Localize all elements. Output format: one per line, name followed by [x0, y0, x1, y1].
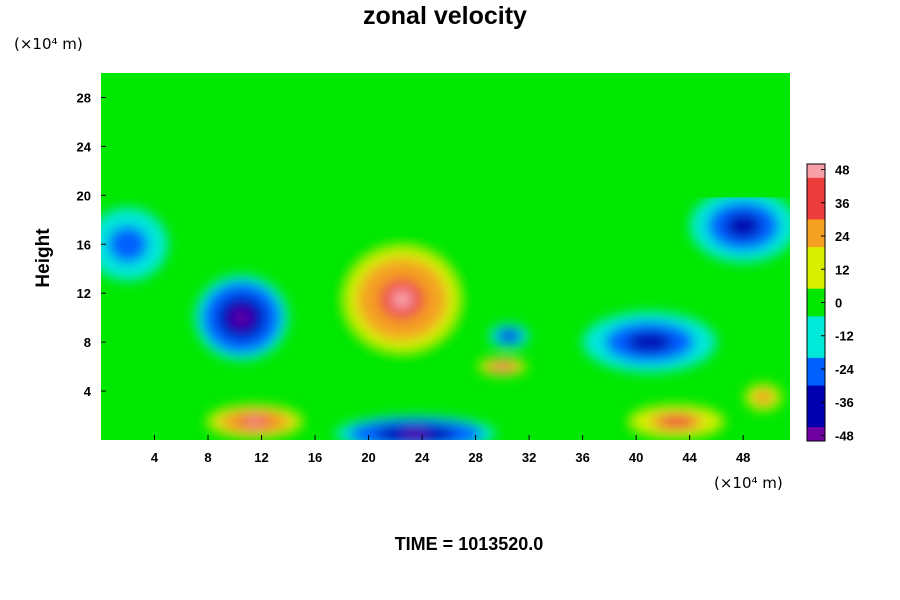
colorbar-tick-label: 12 — [835, 262, 849, 277]
contour-region — [743, 382, 784, 412]
colorbar-tick-label: 48 — [835, 163, 849, 178]
contour-regions — [101, 189, 790, 440]
colorbar-segment — [807, 219, 825, 234]
y-ticks: 4 8 12 16 20 24 28 — [77, 90, 106, 399]
x-tick-label: 48 — [736, 450, 750, 465]
colorbar-tick-label: -36 — [835, 395, 854, 410]
contour-level — [497, 364, 507, 369]
x-tick-label: 4 — [151, 450, 159, 465]
y-tick-label: 8 — [84, 335, 91, 350]
x-tick-label: 24 — [415, 450, 430, 465]
y-tick-label: 12 — [77, 286, 91, 301]
contour-region — [582, 311, 717, 373]
colorbar-segment — [807, 274, 825, 290]
x-tick-label: 40 — [629, 450, 643, 465]
x-tick-label: 32 — [522, 450, 536, 465]
x-tick-label: 36 — [575, 450, 589, 465]
colorbar-tick-label: -48 — [835, 428, 854, 443]
contour-level — [734, 219, 753, 233]
colorbar-segment — [807, 191, 825, 207]
colorbar-tick-label: 0 — [835, 296, 842, 311]
y-tick-label: 24 — [77, 139, 92, 154]
contour-level — [505, 333, 513, 339]
y-tick-label: 20 — [77, 188, 91, 203]
colorbar-segment — [807, 371, 825, 387]
colorbar-segment — [807, 177, 825, 193]
colorbar-segment — [807, 288, 825, 303]
y-unit-label: (×10⁴ m) — [14, 35, 83, 53]
colorbar-tick-label: 36 — [835, 196, 849, 211]
y-tick-label: 28 — [77, 90, 91, 105]
colorbar-segment — [807, 413, 825, 428]
contour-level — [667, 418, 686, 425]
contour-region — [689, 189, 790, 263]
upper-layer-overlay — [101, 73, 790, 198]
contour-region — [622, 403, 730, 440]
contour-region — [335, 415, 496, 440]
y-tick-label: 4 — [84, 384, 92, 399]
colorbar-segment — [807, 357, 825, 373]
colorbar-segment — [807, 316, 825, 331]
contour-level — [233, 310, 250, 325]
contour-region — [475, 356, 530, 377]
colorbar-segment — [807, 247, 825, 262]
contour-level — [638, 337, 661, 348]
contour-level — [759, 394, 767, 400]
x-tick-label: 8 — [204, 450, 211, 465]
contour-level — [245, 418, 264, 425]
colorbar-segment — [807, 205, 825, 220]
colorbar-segment — [807, 427, 825, 442]
colorbar-segment — [807, 302, 825, 317]
time-label: TIME = 1013520.0 — [395, 534, 544, 554]
x-unit-label: (×10⁴ m) — [714, 474, 783, 492]
contour-level — [390, 289, 414, 310]
y-axis-label: Height — [33, 228, 54, 288]
x-tick-label: 28 — [468, 450, 482, 465]
plot-area — [101, 73, 790, 440]
contour-level — [121, 238, 135, 251]
colorbar-segment — [807, 233, 825, 248]
colorbar-segment — [807, 385, 825, 400]
colorbar-tick-label: 24 — [835, 229, 850, 244]
colorbar-tick-label: -24 — [835, 362, 855, 377]
contour-level — [402, 430, 429, 437]
x-ticks: 4 8 12 16 20 24 28 32 36 40 44 48 — [151, 435, 750, 465]
x-tick-label: 16 — [308, 450, 322, 465]
contour-region — [488, 323, 530, 349]
y-tick-label: 16 — [77, 237, 91, 252]
contour-region — [101, 207, 168, 281]
x-tick-label: 12 — [254, 450, 268, 465]
contour-region — [194, 274, 289, 361]
x-tick-label: 20 — [361, 450, 375, 465]
colorbar-tick-label: -12 — [835, 329, 854, 344]
colorbar-segment — [807, 330, 825, 345]
colorbar: 48 36 24 12 0 -12 -24 -36 -48 — [806, 163, 855, 443]
colorbar-segment — [807, 344, 825, 359]
colorbar-segment — [807, 164, 825, 179]
colorbar-segment — [807, 399, 825, 414]
chart-title: zonal velocity — [363, 2, 527, 30]
contour-region — [335, 238, 469, 361]
colorbar-segment — [807, 260, 825, 276]
contour-region — [201, 403, 309, 440]
x-tick-label: 44 — [682, 450, 697, 465]
